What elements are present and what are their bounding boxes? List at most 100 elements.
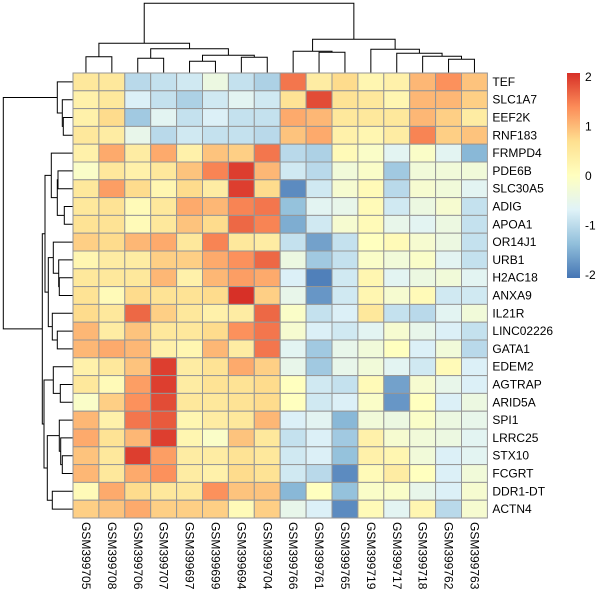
heatmap-cell xyxy=(72,214,100,234)
heatmap-cell xyxy=(176,410,204,430)
heatmap-cell xyxy=(176,108,204,127)
heatmap-cell xyxy=(98,268,126,288)
heatmap-cell xyxy=(305,357,333,377)
heatmap-cell xyxy=(227,125,255,145)
heatmap-cell xyxy=(461,268,488,288)
heatmap-cell xyxy=(98,214,126,234)
heatmap-cell xyxy=(305,197,333,216)
heatmap-cell xyxy=(435,481,463,501)
heatmap-cell xyxy=(98,481,126,501)
heatmap-cell xyxy=(253,232,281,252)
heatmap-cell xyxy=(176,214,204,234)
heatmap-cell xyxy=(279,375,307,394)
row-label: H2AC18 xyxy=(492,271,538,285)
heatmap-cell xyxy=(124,286,152,305)
heatmap-cell xyxy=(202,72,229,92)
heatmap-cell xyxy=(409,375,437,394)
column-label: GSM399766 xyxy=(286,522,300,590)
heatmap-cell xyxy=(124,392,152,412)
heatmap-cell xyxy=(331,499,359,519)
row-label: EDEM2 xyxy=(492,360,534,374)
heatmap-cell xyxy=(253,375,281,394)
heatmap-cell xyxy=(176,357,204,377)
heatmap-cell xyxy=(150,232,178,252)
heatmap-cell xyxy=(253,125,281,145)
heatmap-cell xyxy=(176,72,204,92)
heatmap-cell xyxy=(98,232,126,252)
heatmap-cell xyxy=(227,179,255,199)
heatmap-cell xyxy=(383,143,411,163)
heatmap-cell xyxy=(279,410,307,430)
heatmap-cell xyxy=(253,286,281,305)
heatmap-cell xyxy=(435,108,463,127)
row-label: OR14J1 xyxy=(492,235,536,249)
row-label: ANXA9 xyxy=(492,289,532,303)
row-label: FRMPD4 xyxy=(492,146,542,160)
row-label: APOA1 xyxy=(492,217,532,231)
heatmap-cell xyxy=(383,214,411,234)
column-label: GSM399761 xyxy=(312,522,326,590)
dendrogram-branch xyxy=(61,99,73,127)
heatmap-cell xyxy=(253,321,281,341)
heatmap-cell xyxy=(253,143,281,163)
dendrogram-branch xyxy=(150,48,229,59)
heatmap-cell xyxy=(305,161,333,181)
heatmap-cell xyxy=(383,72,411,92)
heatmap-cell xyxy=(435,499,463,519)
heatmap-cell xyxy=(176,499,204,519)
dendrogram-branch xyxy=(137,57,165,73)
heatmap-cell xyxy=(176,321,204,341)
heatmap-cell xyxy=(72,90,100,110)
heatmap-cell xyxy=(305,179,333,199)
heatmap-cell xyxy=(98,499,126,519)
heatmap-cell xyxy=(435,392,463,412)
dendrogram-branch xyxy=(46,435,60,501)
heatmap-cell xyxy=(150,375,178,394)
row-label: IL21R xyxy=(492,306,524,320)
dendrogram-branch xyxy=(51,312,73,341)
heatmap-cell xyxy=(409,428,437,448)
heatmap-cell xyxy=(227,464,255,483)
dendrogram-branch xyxy=(52,241,73,274)
dendrogram-branch xyxy=(318,51,346,73)
heatmap-cell xyxy=(176,161,204,181)
dendrogram-branch xyxy=(292,50,333,73)
row-label: GATA1 xyxy=(492,342,530,356)
row-dendrogram xyxy=(2,81,73,510)
dendrogram-branch xyxy=(143,2,355,44)
heatmap-cell xyxy=(227,375,255,394)
heatmap-cell xyxy=(227,303,255,323)
column-label: GSM399708 xyxy=(105,522,119,590)
row-label: EEF2K xyxy=(492,111,530,125)
heatmap-cell xyxy=(150,161,178,181)
dendrogram-branch xyxy=(52,366,73,394)
heatmap-cell xyxy=(461,339,488,359)
heatmap-cell xyxy=(72,499,100,519)
heatmap-cell xyxy=(202,197,229,216)
heatmap-cell xyxy=(150,410,178,430)
heatmap-cell xyxy=(409,232,437,252)
heatmap-cell xyxy=(72,286,100,305)
heatmap-cell xyxy=(124,446,152,466)
color-legend: 2 1 0 -1 -2 xyxy=(567,70,596,282)
heatmap-cell xyxy=(461,446,488,466)
legend-tick-label: 1 xyxy=(585,120,592,134)
heatmap-cell xyxy=(227,161,255,181)
heatmap-cell xyxy=(279,339,307,359)
heatmap-cell xyxy=(461,179,488,199)
heatmap-cell xyxy=(461,250,488,270)
heatmap-cell xyxy=(383,179,411,199)
heatmap-cell xyxy=(253,303,281,323)
heatmap-cell xyxy=(409,161,437,181)
heatmap-cell xyxy=(253,499,281,519)
heatmap-cell xyxy=(98,357,126,377)
heatmap-cell xyxy=(253,90,281,110)
heatmap-cell xyxy=(383,357,411,377)
heatmap-cell xyxy=(202,499,229,519)
heatmap-cell xyxy=(461,303,488,323)
heatmap-cell xyxy=(461,410,488,430)
heatmap-cell xyxy=(253,250,281,270)
heatmap-cell xyxy=(150,446,178,466)
heatmap-cell xyxy=(383,286,411,305)
legend-tick-label: -1 xyxy=(585,219,596,233)
